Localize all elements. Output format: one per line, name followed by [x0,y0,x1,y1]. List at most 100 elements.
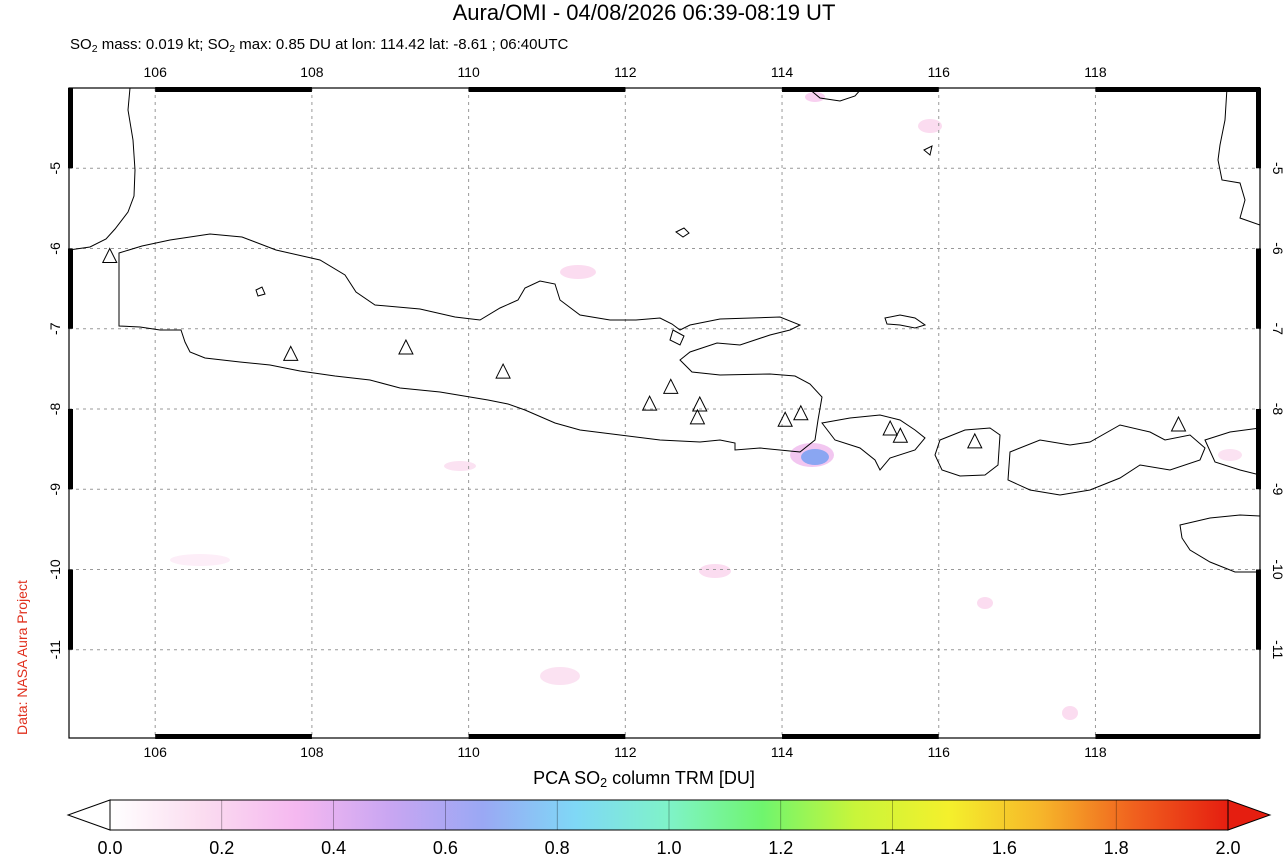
plot-title: Aura/OMI - 04/08/2026 06:39-08:19 UT [452,0,836,25]
colorbar-tick-label: 1.8 [1104,838,1129,855]
volcano-marker [1170,415,1187,432]
colorbar-tick-label: 1.2 [768,838,793,855]
coastline-bali [821,414,926,471]
frame-bar-top [155,87,312,92]
lon-tick-label-bottom: 116 [928,744,951,760]
lat-tick-label-right: -5 [1270,162,1286,175]
coastline-flores [1204,427,1260,476]
volcano-marker [662,378,679,394]
frame-bar-top [1095,87,1260,92]
lat-tick-label-left: -5 [47,162,63,175]
lat-tick-label-left: -8 [47,403,63,416]
coastline-sumba [1179,514,1260,573]
map-frame-bars [68,87,1261,739]
frame-bar-top [468,87,626,92]
so2-map: 106 106 108 108 110 110 112 112 114 114 116 116 118 1… [47,64,1286,760]
lat-tick-label-left: -11 [47,640,63,659]
coastlines [69,88,1260,573]
frame-bar-right [1256,408,1261,490]
lon-tick-label-top: 112 [614,64,637,80]
volcano-marker [691,395,708,412]
colorbar-tick-label: 0.6 [433,838,458,855]
coastline-java [118,233,823,453]
so2-patch [170,554,230,566]
lon-tick-label-top: 116 [928,64,951,80]
lat-tick-label-left: -9 [47,483,63,496]
so2-patch [1218,449,1242,461]
frame-bar-left [68,569,73,650]
so2-patch [918,119,942,133]
lon-tick-label-top: 108 [300,64,324,80]
lon-tick-label-top: 110 [457,64,480,80]
coastline-sumbawa [1007,424,1206,496]
volcano-marker [398,338,414,355]
lat-tick-label-right: -10 [1270,559,1286,579]
frame-bar-left [68,408,73,490]
axis-tick-labels: 106 106 108 108 110 110 112 112 114 114 116 116 118 1… [47,64,1286,760]
colorbar-tick-label: 1.6 [992,838,1017,855]
lat-tick-label-right: -8 [1270,403,1286,416]
volcano-marker [641,395,658,411]
lon-tick-label-top: 114 [771,64,794,80]
colorbar-tick-label: 0.4 [321,838,346,855]
lon-tick-label-top: 106 [144,64,168,80]
volcano-markers [101,247,1187,449]
volcano-marker [689,408,706,425]
colorbar-high-arrow [1227,799,1272,831]
frame-bar-left [68,248,73,329]
frame-bar-right [1256,248,1261,329]
so2-pixel-layer [170,92,1242,720]
coastline-island [923,145,933,156]
coastline-kalimantan [807,88,863,102]
lat-tick-label-right: -6 [1270,242,1286,255]
so2-patch [699,564,731,578]
lat-tick-label-left: -7 [47,322,63,335]
so2-patch [444,461,476,471]
volcano-marker [495,362,511,379]
frame-bar-top [782,87,939,92]
colorbar-title: PCA SO2 column TRM [DU] [533,768,755,790]
graticule [69,88,1260,738]
frame-bar-right [1256,569,1261,650]
lon-tick-label-bottom: 106 [144,744,168,760]
colorbar-tick-label: 0.8 [545,838,570,855]
so2-patch [977,597,993,609]
coastline-sulawesi [1217,88,1260,226]
frame-bar-bottom [468,734,626,739]
frame-bar-left [68,88,73,169]
lon-tick-label-bottom: 114 [771,744,794,760]
coastline-madura-east [884,314,927,329]
volcano-marker [966,432,983,449]
colorbar-tick-label: 0.0 [97,838,122,855]
lat-tick-label-left: -10 [47,559,63,579]
so2-patch [805,92,825,102]
colorbar-tick-label: 0.2 [209,838,234,855]
frame-bar-bottom [1095,734,1260,739]
lon-tick-label-bottom: 110 [457,744,480,760]
coastline-lombok [934,427,1001,477]
colorbar: 0.0 0.2 0.4 0.6 0.8 1.0 1.2 1.4 1.6 1.8 2.0 [66,799,1272,855]
lon-tick-label-bottom: 118 [1084,744,1107,760]
so2-patch [560,265,596,279]
coastline-island [255,286,266,297]
lon-tick-label-bottom: 108 [300,744,324,760]
lat-tick-label-left: -6 [47,242,63,255]
coastline-bawean [675,227,690,238]
map-frame [68,87,1261,739]
lat-tick-label-right: -7 [1270,323,1286,336]
frame-bar-bottom [782,734,939,739]
plot-subtitle: SO2 mass: 0.019 kt; SO2 max: 0.85 DU at … [70,36,569,55]
so2-patch [1062,706,1078,720]
volcano-marker [282,345,299,361]
volcano-marker [777,411,793,427]
colorbar-tick-label: 1.4 [880,838,905,855]
so2-plume-core [801,449,829,465]
coastline-sumatra [69,88,136,251]
coastline-island [669,329,685,346]
frame-bar-bottom [155,734,312,739]
lon-tick-label-bottom: 112 [614,744,637,760]
colorbar-tick-label: 1.0 [656,838,681,855]
volcano-marker [892,427,909,443]
colorbar-tick-label: 2.0 [1215,838,1240,855]
volcano-marker [793,404,809,421]
